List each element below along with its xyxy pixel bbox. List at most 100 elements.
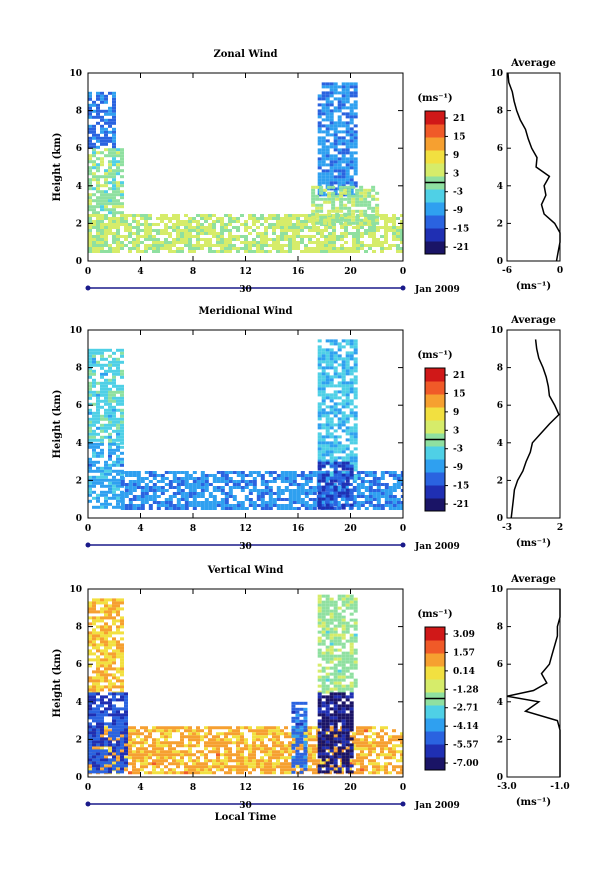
field-cell [96, 704, 100, 708]
field-cell [341, 459, 346, 463]
field-cell [184, 768, 188, 772]
field-cell [116, 601, 120, 605]
field-cell [337, 476, 342, 480]
field-cell [184, 474, 189, 477]
field-cell [88, 743, 92, 747]
field-cell [120, 664, 124, 668]
field-cell [136, 226, 140, 229]
field-cell [317, 127, 322, 131]
field-cell [396, 247, 400, 250]
field-cell [240, 756, 244, 760]
field-cell [364, 244, 368, 247]
field-cell [156, 744, 160, 748]
field-cell [224, 735, 228, 739]
field-cell [349, 154, 354, 158]
field-cell [196, 495, 201, 498]
field-cell [200, 750, 204, 754]
field-cell [108, 169, 112, 173]
field-cell [308, 247, 312, 250]
field-cell [100, 387, 104, 391]
field-cell [388, 741, 392, 745]
field-cell [96, 438, 100, 442]
field-cell [340, 232, 344, 235]
field-cell [353, 163, 358, 167]
field-cell [128, 501, 133, 504]
field-cell [112, 100, 116, 104]
field-cell [400, 232, 403, 235]
field-cell [329, 651, 334, 655]
field-cell [244, 238, 248, 241]
field-cell [264, 747, 268, 751]
field-cell [168, 507, 173, 510]
field-cell [108, 112, 112, 116]
field-cell [164, 750, 168, 754]
field-cell [88, 112, 92, 116]
field-cell [88, 442, 92, 446]
field-cell [400, 223, 403, 226]
field-cell [200, 471, 205, 474]
field-cell [96, 643, 100, 647]
field-cell [88, 229, 92, 232]
field-cell [132, 247, 136, 250]
field-cell [116, 607, 120, 611]
field-cell [96, 163, 100, 167]
field-cell [96, 737, 100, 741]
field-cell [120, 408, 124, 412]
field-cell [244, 235, 248, 238]
field-cell [104, 384, 108, 388]
field-cell [364, 735, 368, 739]
field-cell [349, 470, 354, 474]
field-cell [120, 728, 124, 732]
field-cell [345, 85, 350, 89]
colorbar-tick-label: -3 [453, 188, 463, 198]
field-cell [224, 765, 228, 769]
field-cell [337, 130, 342, 134]
field-cell [108, 454, 112, 458]
field-cell [136, 220, 140, 223]
field-cell [349, 453, 354, 457]
field-cell [212, 486, 217, 489]
field-cell [372, 477, 377, 480]
field-cell [359, 203, 364, 207]
field-cell [276, 507, 281, 510]
field-cell [321, 354, 326, 358]
field-cell [337, 121, 342, 125]
field-cell [333, 357, 338, 361]
field-cell [92, 130, 96, 134]
field-cell [96, 478, 100, 482]
field-cell [321, 453, 326, 457]
field-cell [172, 753, 176, 757]
field-cell [333, 456, 338, 460]
field-cell [104, 423, 108, 427]
field-cell [384, 247, 388, 250]
field-cell [321, 351, 326, 355]
field-cell [359, 194, 364, 198]
field-cell [116, 463, 120, 467]
field-cell [128, 747, 132, 751]
field-cell [349, 503, 354, 507]
field-cell [343, 203, 348, 207]
field-cell [108, 731, 112, 735]
field-cell [92, 103, 96, 107]
field-cell [220, 768, 224, 772]
field-cell [304, 226, 308, 229]
average-y-tick-label: 4 [497, 182, 503, 192]
field-cell [144, 741, 148, 745]
field-cell [345, 97, 350, 101]
field-cell [321, 387, 326, 391]
field-cell [333, 85, 338, 89]
field-cell [368, 232, 372, 235]
field-cell [340, 244, 344, 247]
field-cell [384, 768, 388, 772]
field-cell [375, 221, 380, 225]
field-cell [116, 752, 120, 756]
field-cell [317, 636, 322, 640]
field-cell [128, 471, 133, 474]
field-cell [280, 750, 284, 754]
field-cell [329, 639, 334, 643]
field-cell [252, 729, 256, 733]
field-cell [216, 238, 220, 241]
field-cell [312, 744, 316, 748]
field-cell [288, 765, 292, 769]
field-cell [180, 480, 185, 483]
